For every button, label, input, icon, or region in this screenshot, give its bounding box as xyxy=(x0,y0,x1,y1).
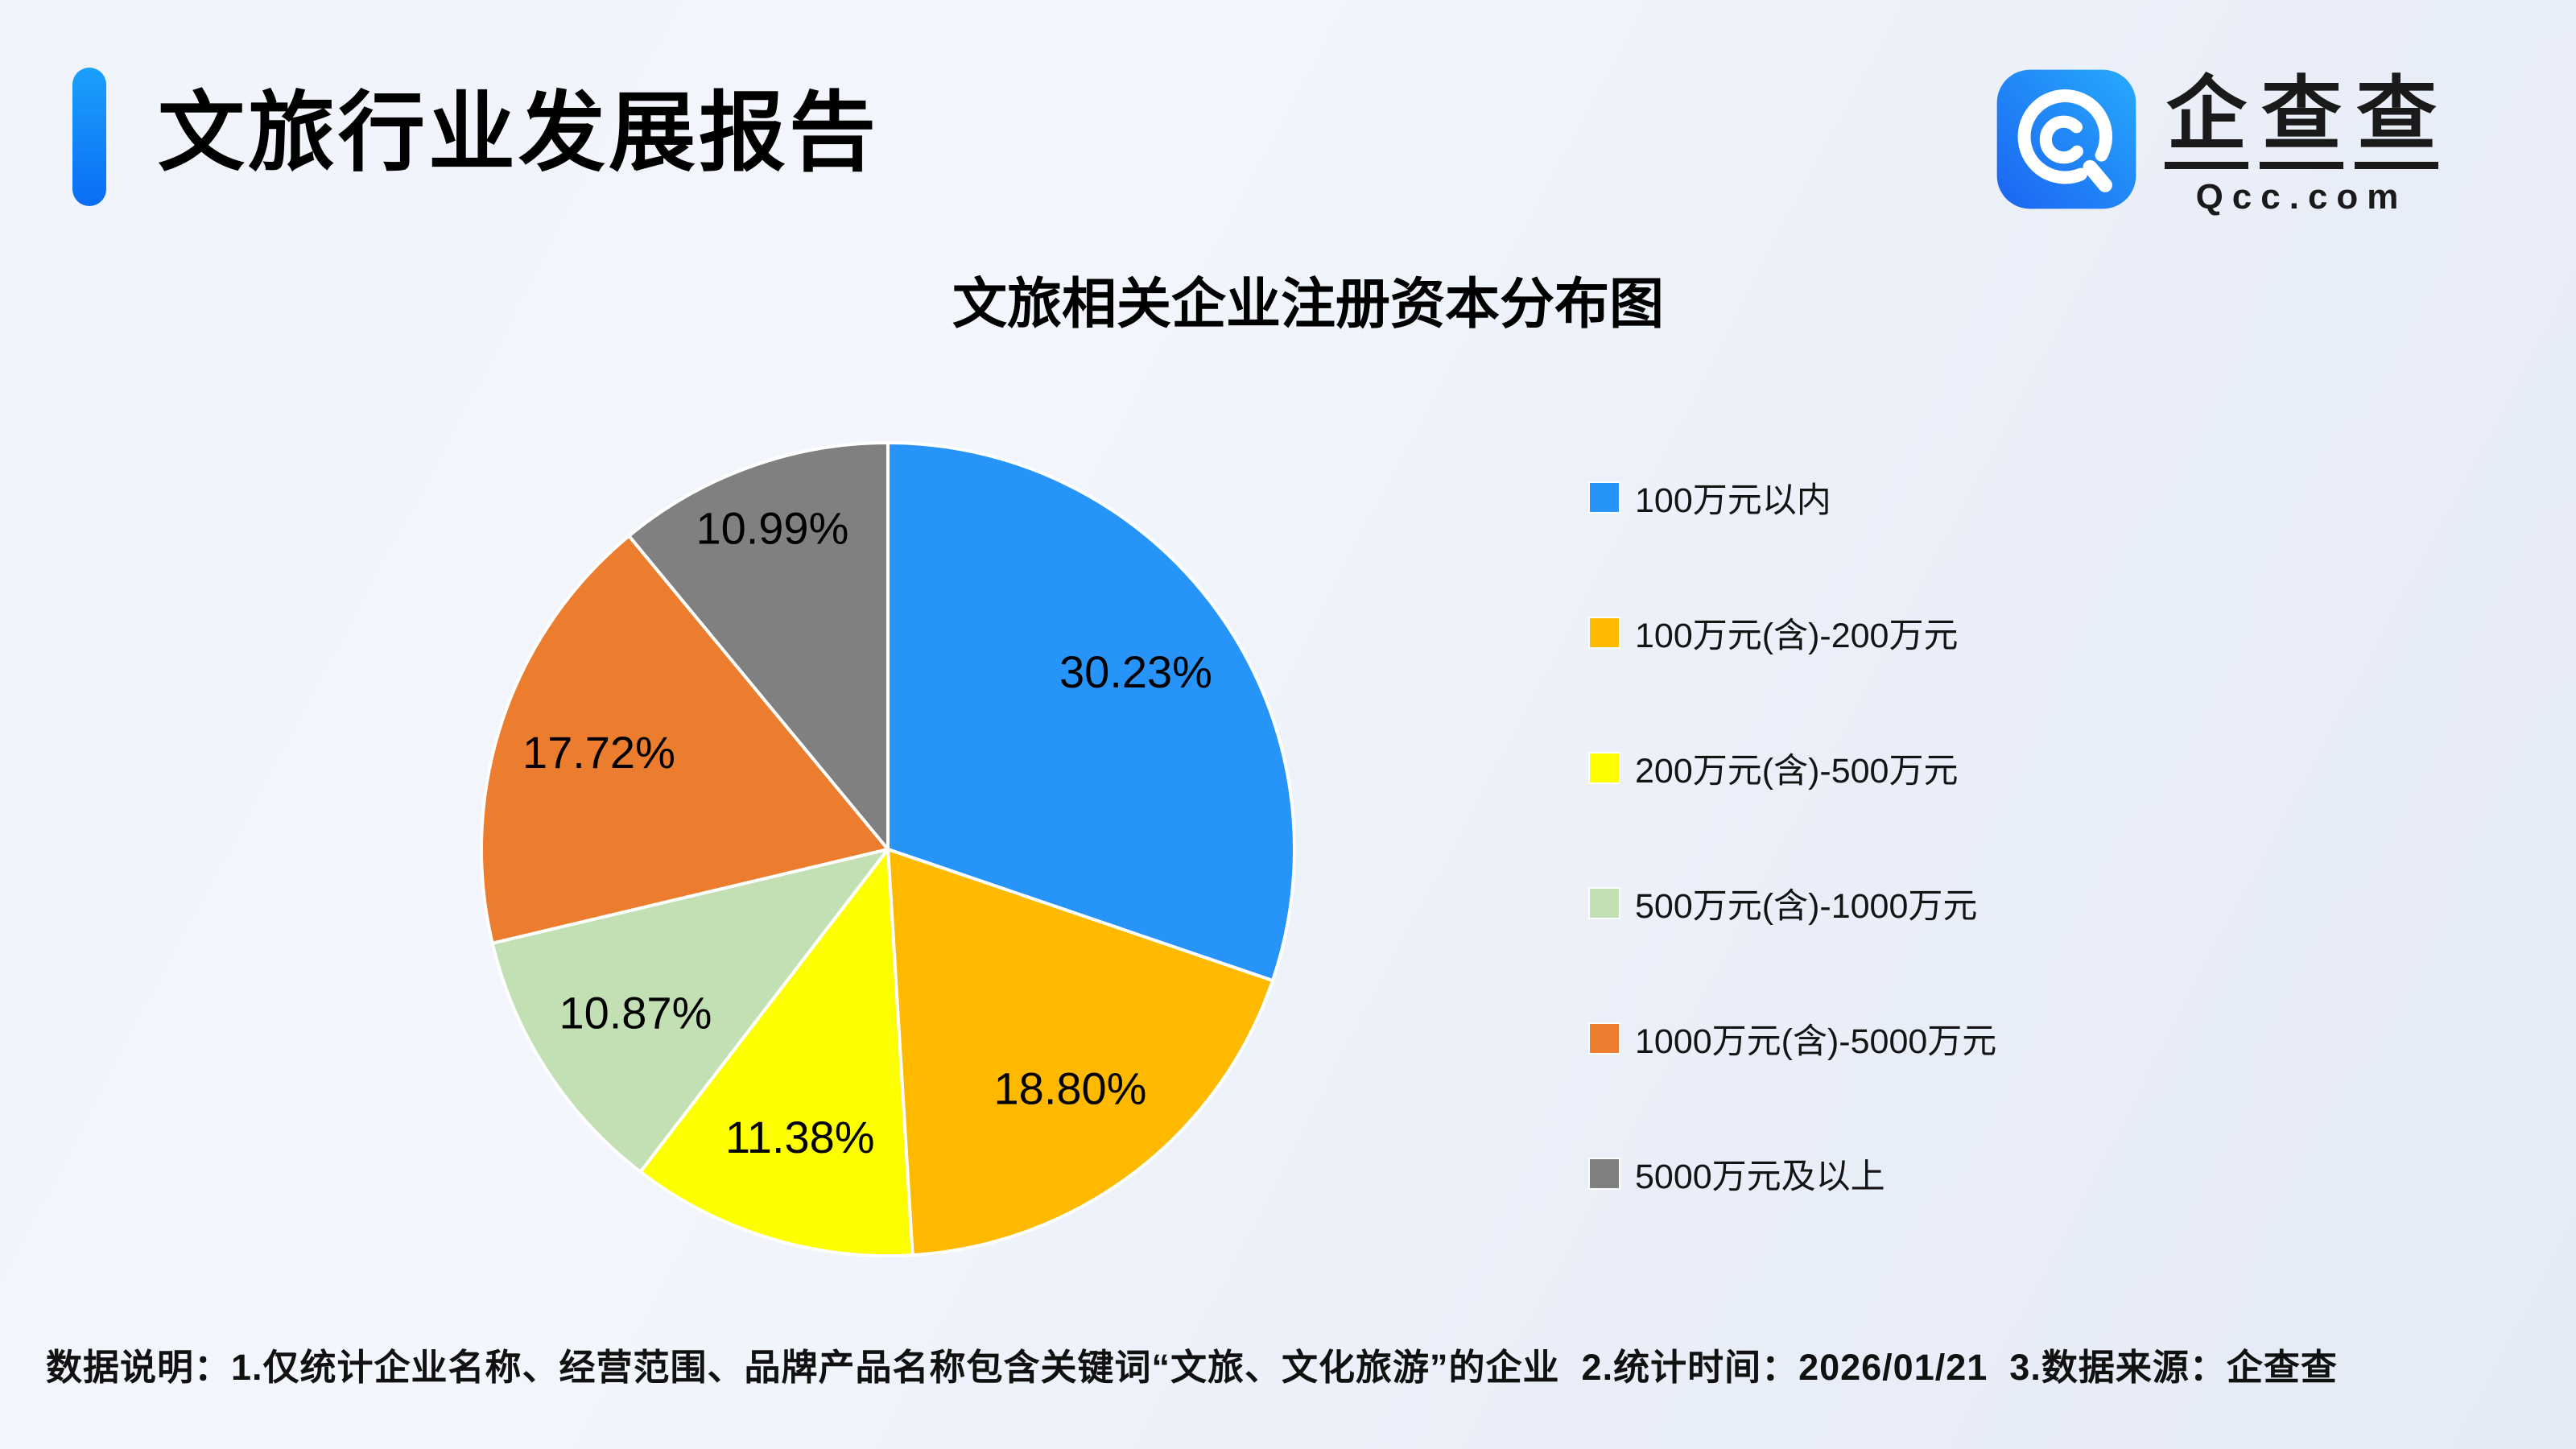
pie-slice-3 xyxy=(490,848,890,1174)
legend-swatch xyxy=(1590,889,1619,918)
title-accent-bar xyxy=(72,68,106,206)
pie-slice-2 xyxy=(638,848,914,1257)
legend-swatch xyxy=(1590,483,1619,512)
qcc-wordmark: 企查查 Qcc.com xyxy=(2159,72,2444,217)
qcc-magnifier-icon xyxy=(1996,69,2136,209)
pie-slice-0 xyxy=(886,441,1297,983)
pie-slice-5 xyxy=(627,441,890,851)
legend-item-5: 5000万元及以上 xyxy=(1590,1155,1996,1196)
qcc-brand-cn-char: 查 xyxy=(2260,72,2343,169)
legend-swatch xyxy=(1590,1159,1619,1188)
footnote: 数据说明：1.仅统计企业名称、经营范围、品牌产品名称包含关键词“文旅、文化旅游”… xyxy=(46,1347,2338,1388)
qcc-brand-en: Qcc.com xyxy=(2195,177,2408,217)
legend: 100万元以内 100万元(含)-200万元 200万元(含)-500万元 500万元… xyxy=(1590,479,1996,1196)
pie-chart: 30.23% 18.80% 11.38% 10.87% 17.72% 10.99% xyxy=(480,441,1297,1257)
legend-item-1: 100万元(含)-200万元 xyxy=(1590,614,1996,655)
qcc-logo: 企查查 Qcc.com xyxy=(1995,68,2444,217)
legend-label: 100万元以内 xyxy=(1635,481,1831,520)
pie-slice-4 xyxy=(480,534,890,945)
legend-item-3: 500万元(含)-1000万元 xyxy=(1590,885,1996,926)
qcc-brand-cn-char: 企 xyxy=(2165,72,2248,169)
qcc-brand-cn-char: 查 xyxy=(2355,72,2438,169)
report-title: 文旅行业发展报告 xyxy=(158,84,880,181)
legend-swatch xyxy=(1590,618,1619,647)
legend-item-4: 1000万元(含)-5000万元 xyxy=(1590,1020,1996,1061)
pie-slice-1 xyxy=(886,848,1274,1257)
legend-label: 1000万元(含)-5000万元 xyxy=(1635,1022,1997,1061)
legend-item-0: 100万元以内 xyxy=(1590,479,1996,520)
pie-slice-label-4: 17.72% xyxy=(522,727,675,778)
legend-label: 500万元(含)-1000万元 xyxy=(1635,887,1978,926)
legend-swatch xyxy=(1590,753,1619,782)
chart-title: 文旅相关企业注册资本分布图 xyxy=(952,274,1665,335)
pie-slice-label-2: 11.38% xyxy=(725,1112,875,1162)
pie-slice-label-1: 18.80% xyxy=(994,1063,1147,1114)
qcc-brand-cn: 企查查 xyxy=(2159,72,2444,169)
legend-swatch xyxy=(1590,1024,1619,1053)
legend-label: 100万元(含)-200万元 xyxy=(1635,617,1959,655)
legend-label: 5000万元及以上 xyxy=(1635,1158,1885,1196)
legend-item-2: 200万元(含)-500万元 xyxy=(1590,749,1996,791)
pie-slice-label-0: 30.23% xyxy=(1059,646,1212,697)
pie-slice-label-5: 10.99% xyxy=(696,502,848,553)
legend-label: 200万元(含)-500万元 xyxy=(1635,752,1959,791)
pie-slice-label-3: 10.87% xyxy=(559,988,712,1038)
